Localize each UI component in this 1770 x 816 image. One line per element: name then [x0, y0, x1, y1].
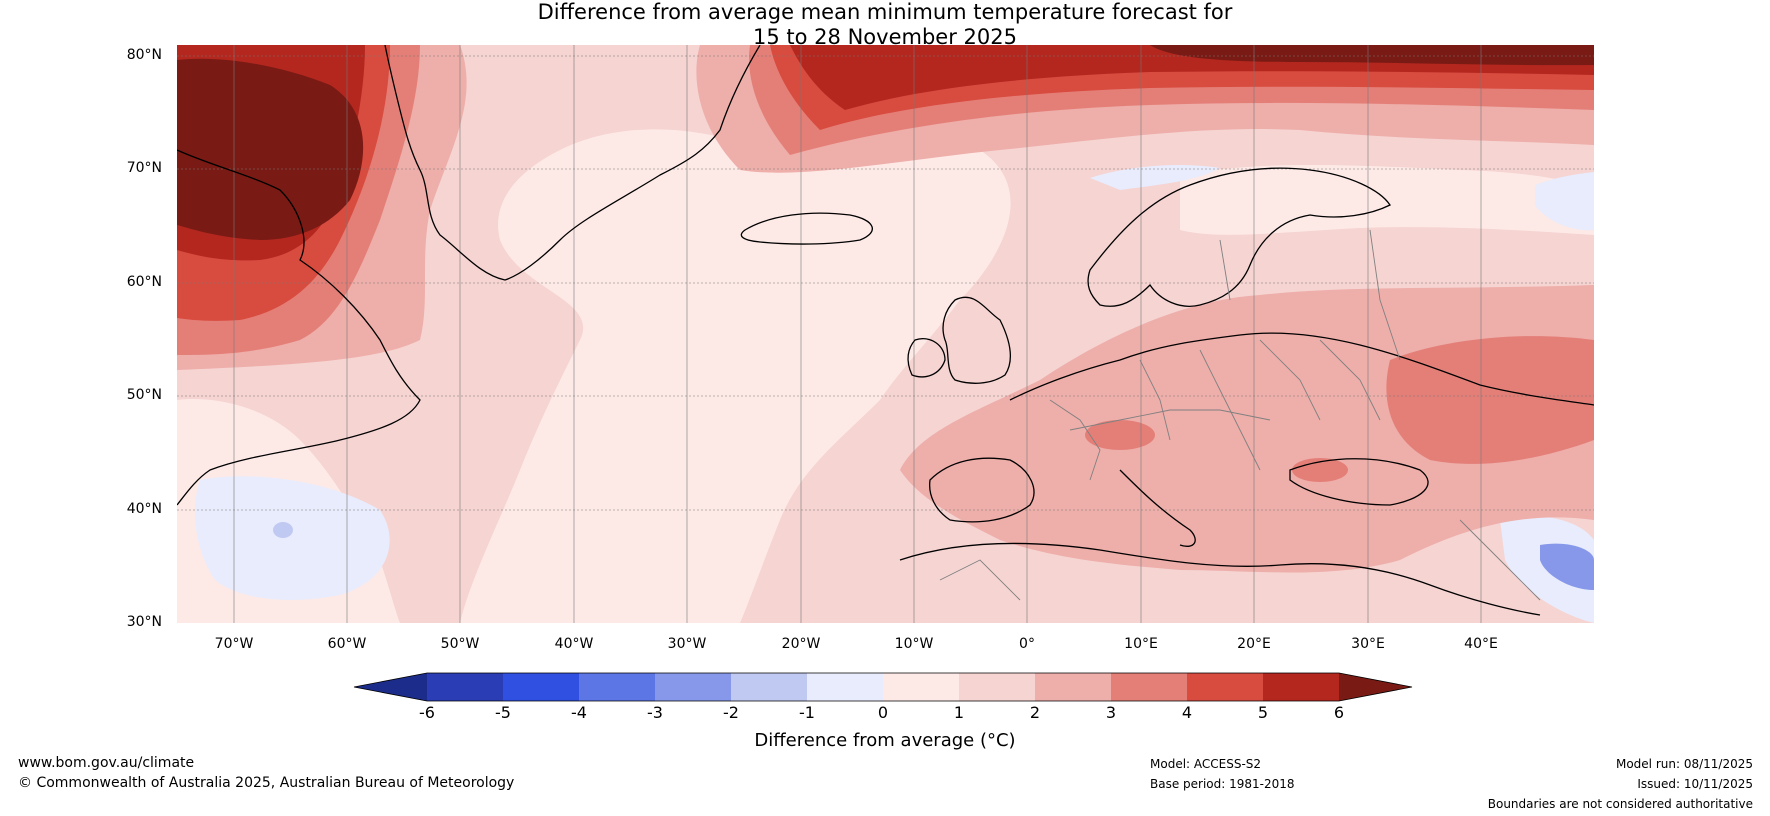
anomaly-0-1-atlantic: [460, 129, 1011, 623]
colorbar-extend-high: [1339, 673, 1412, 701]
continental-europe-coast: [1009, 332, 1594, 406]
map-title: Difference from average mean minimum tem…: [0, 0, 1770, 50]
border-2: [1139, 359, 1171, 441]
copyright-notice: © Commonwealth of Australia 2025, Austra…: [18, 775, 515, 791]
colorbar-segment-12: [1263, 673, 1339, 701]
colorbar-segment-3: [579, 673, 655, 701]
colorbar-segment-10: [1111, 673, 1187, 701]
model-run-date: Model run: 08/11/2025: [1615, 757, 1753, 771]
greenland-coast: [384, 45, 761, 281]
lon-tick-60w: 60°W: [327, 636, 367, 652]
border-7: [1219, 239, 1231, 301]
colorbar-tick-4: 4: [1181, 703, 1193, 722]
colorbar-tick--2: -2: [723, 703, 739, 722]
colorbar-title: Difference from average (°C): [754, 730, 1016, 751]
colorbar: [353, 672, 1413, 702]
lat-tick-60n: 60°N: [126, 274, 162, 290]
lon-tick-20w: 20°W: [781, 636, 821, 652]
ireland-coast: [907, 338, 946, 378]
colorbar-tick--3: -3: [647, 703, 663, 722]
lon-tick-50w: 50°W: [440, 636, 480, 652]
black-sea-coast: [1289, 458, 1429, 506]
colorbar-segment-5: [731, 673, 807, 701]
anomaly-field: [177, 45, 1594, 623]
lat-tick-50n: 50°N: [126, 387, 162, 403]
model-name: Model: ACCESS-S2: [1150, 757, 1262, 771]
colorbar-tick--6: -6: [419, 703, 435, 722]
coastlines: [177, 45, 1594, 616]
website-link[interactable]: www.bom.gov.au/climate: [18, 755, 195, 771]
colorbar-segment-8: [959, 673, 1035, 701]
colorbar-segment-9: [1035, 673, 1111, 701]
italy-coast: [1119, 469, 1196, 547]
border-3: [1199, 349, 1261, 471]
colorbar-tick-2: 2: [1029, 703, 1041, 722]
colorbar-segment-1: [427, 673, 503, 701]
colorbar-segment-4: [655, 673, 731, 701]
iberia-coast: [929, 457, 1035, 523]
colorbar-segment-11: [1187, 673, 1263, 701]
colorbar-segment-7: [883, 673, 959, 701]
lon-tick-20e: 20°E: [1237, 636, 1271, 652]
colorbar-outline: [353, 672, 1413, 702]
border-9: [939, 559, 1021, 601]
lon-tick-30e: 30°E: [1351, 636, 1385, 652]
colorbar-tick-3: 3: [1105, 703, 1117, 722]
anomaly-3-4-russia: [1386, 336, 1594, 464]
lat-tick-40n: 40°N: [126, 501, 162, 517]
lon-tick-10e: 10°E: [1124, 636, 1158, 652]
scandinavia-coast: [1087, 167, 1391, 307]
lat-tick-30n: 30°N: [126, 614, 162, 630]
colorbar-tick-0: 0: [877, 703, 889, 722]
lat-tick-70n: 70°N: [126, 160, 162, 176]
country-borders: [939, 229, 1541, 601]
colorbar-tick-1: 1: [953, 703, 965, 722]
base-period: Base period: 1981-2018: [1150, 777, 1295, 791]
lon-tick-70w: 70°W: [214, 636, 254, 652]
anomaly-3-4-balkans: [1292, 458, 1348, 482]
boundaries-disclaimer: Boundaries are not considered authoritat…: [1487, 797, 1753, 811]
meridians: [233, 45, 1482, 623]
anomaly-0-1-scandinavia: [1180, 165, 1594, 235]
north-africa-coast: [899, 542, 1541, 616]
issued-date: Issued: 10/11/2025: [1637, 777, 1753, 791]
anomaly-gt6-canada: [177, 58, 364, 240]
gridlines: [177, 55, 1594, 511]
great-britain-coast: [942, 296, 1012, 384]
colorbar-segment-6: [807, 673, 883, 701]
anomaly-neg3-neg2-middle-east: [1540, 543, 1594, 590]
anomaly-neg2-neg1-spot: [273, 522, 293, 538]
border-6: [1069, 409, 1271, 431]
border-5: [1319, 339, 1381, 421]
colorbar-tick--4: -4: [571, 703, 587, 722]
colorbar-tick-5: 5: [1257, 703, 1269, 722]
lon-tick-10w: 10°W: [894, 636, 934, 652]
colorbar-tick--5: -5: [495, 703, 511, 722]
border-4: [1259, 339, 1321, 421]
border-10: [1459, 519, 1541, 601]
lat-tick-80n: 80°N: [126, 47, 162, 63]
colorbar-tick-6: 6: [1333, 703, 1345, 722]
anomaly-neg1-0-norway: [1090, 165, 1220, 190]
anomaly-neg1-0-russia: [1535, 172, 1594, 231]
lon-tick-30w: 30°W: [667, 636, 707, 652]
colorbar-extend-low: [354, 673, 427, 701]
anomaly-gt6-arctic: [1150, 45, 1594, 66]
north-america-coast: [177, 149, 421, 506]
lon-tick-40e: 40°E: [1464, 636, 1498, 652]
border-8: [1369, 229, 1401, 361]
anomaly-3-4-alps: [1085, 420, 1155, 450]
colorbar-segment-2: [503, 673, 579, 701]
colorbar-tick--1: -1: [799, 703, 815, 722]
title-line-1: Difference from average mean minimum tem…: [537, 0, 1233, 24]
anomaly-neg1-0-atlantic: [195, 476, 390, 600]
border-1: [1049, 399, 1101, 481]
lon-tick-40w: 40°W: [554, 636, 594, 652]
iceland-coast: [740, 212, 873, 245]
lon-tick-0: 0°: [1019, 636, 1035, 652]
